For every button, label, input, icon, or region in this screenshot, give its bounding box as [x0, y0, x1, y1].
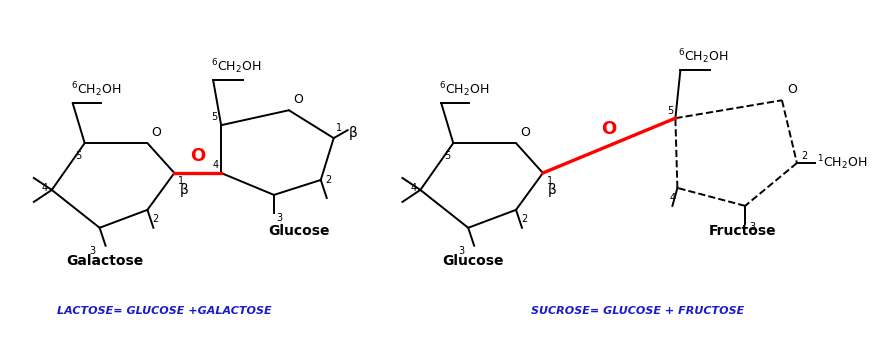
Text: 3: 3: [458, 246, 464, 256]
Text: 2: 2: [800, 151, 806, 161]
Text: 5: 5: [667, 106, 673, 116]
Text: 4: 4: [213, 160, 219, 170]
Text: 3: 3: [748, 222, 754, 232]
Text: 1: 1: [546, 176, 553, 186]
Text: Glucose: Glucose: [442, 253, 503, 268]
Text: O: O: [601, 120, 616, 138]
Text: $^6$CH$_2$OH: $^6$CH$_2$OH: [678, 48, 728, 67]
Text: β: β: [547, 183, 556, 197]
Text: O: O: [519, 126, 529, 139]
Text: 4: 4: [668, 193, 674, 203]
Text: 2: 2: [520, 214, 526, 224]
Text: O: O: [190, 147, 205, 165]
Text: $^1$CH$_2$OH: $^1$CH$_2$OH: [816, 154, 866, 173]
Text: 4: 4: [410, 183, 416, 193]
Text: 5: 5: [75, 151, 82, 161]
Text: 2: 2: [325, 175, 332, 185]
Text: $^6$CH$_2$OH: $^6$CH$_2$OH: [71, 81, 121, 99]
Text: 5: 5: [210, 112, 217, 122]
Text: O: O: [151, 126, 161, 139]
Text: 1: 1: [178, 176, 184, 186]
Text: β: β: [348, 126, 357, 140]
Text: 1: 1: [335, 123, 341, 133]
Text: Glucose: Glucose: [267, 224, 329, 238]
Text: Fructose: Fructose: [708, 224, 775, 238]
Text: 5: 5: [444, 151, 450, 161]
Text: $^6$CH$_2$OH: $^6$CH$_2$OH: [438, 81, 489, 99]
Text: 3: 3: [275, 213, 282, 223]
Text: $^6$CH$_2$OH: $^6$CH$_2$OH: [211, 58, 261, 76]
Text: SUCROSE= GLUCOSE + FRUCTOSE: SUCROSE= GLUCOSE + FRUCTOSE: [531, 306, 744, 317]
Text: β: β: [179, 183, 188, 197]
Text: 3: 3: [89, 246, 96, 256]
Text: O: O: [786, 83, 796, 96]
Text: 4: 4: [41, 183, 47, 193]
Text: 2: 2: [153, 214, 159, 224]
Text: Galactose: Galactose: [66, 253, 143, 268]
Text: O: O: [293, 93, 303, 106]
Text: LACTOSE= GLUCOSE +GALACTOSE: LACTOSE= GLUCOSE +GALACTOSE: [57, 306, 271, 317]
